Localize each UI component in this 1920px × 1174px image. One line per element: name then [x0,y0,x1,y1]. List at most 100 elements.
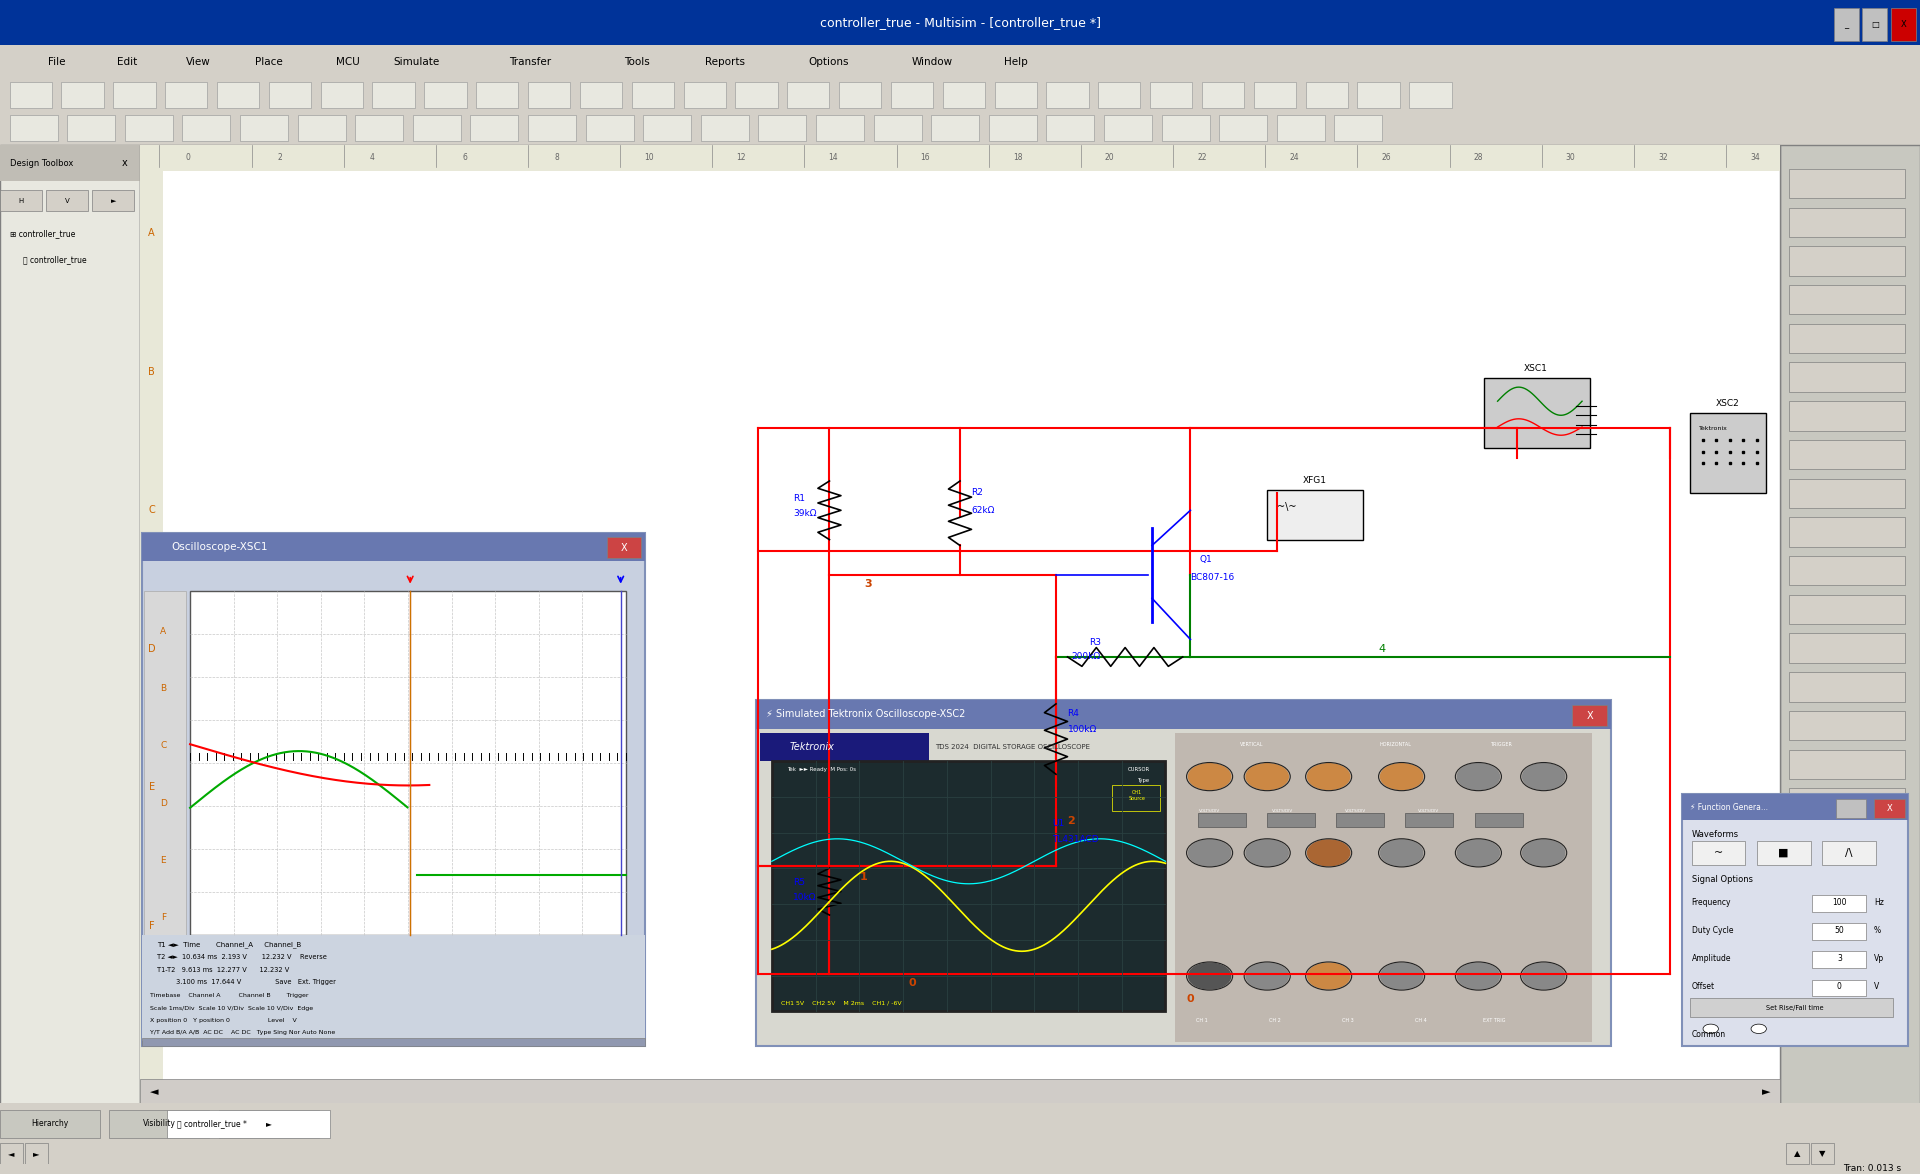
FancyBboxPatch shape [1572,706,1607,727]
FancyBboxPatch shape [1475,812,1523,826]
Text: File: File [48,56,65,67]
FancyBboxPatch shape [67,115,115,141]
FancyBboxPatch shape [142,935,645,1040]
Circle shape [1751,1024,1766,1033]
FancyBboxPatch shape [109,1109,209,1138]
FancyBboxPatch shape [1334,115,1382,141]
Text: Scale 1ms/Div  Scale 10 V/Div  Scale 10 V/Div  Edge: Scale 1ms/Div Scale 10 V/Div Scale 10 V/… [150,1006,313,1011]
Text: 10kΩ: 10kΩ [793,893,816,902]
FancyBboxPatch shape [321,82,363,108]
FancyBboxPatch shape [1046,82,1089,108]
FancyBboxPatch shape [1682,794,1908,819]
Circle shape [1457,963,1500,989]
Text: ▼: ▼ [1818,1148,1826,1158]
FancyBboxPatch shape [1789,595,1905,625]
Text: X position 0   Y position 0                   Level    V: X position 0 Y position 0 Level V [150,1018,296,1023]
Text: 0: 0 [908,978,916,989]
FancyBboxPatch shape [0,1109,100,1138]
Text: Tran: 0.013 s: Tran: 0.013 s [1843,1163,1901,1173]
FancyBboxPatch shape [0,190,42,211]
FancyBboxPatch shape [1780,146,1920,1105]
FancyBboxPatch shape [1175,734,1592,1041]
FancyBboxPatch shape [1789,363,1905,392]
FancyBboxPatch shape [142,1038,645,1046]
FancyBboxPatch shape [1789,208,1905,237]
FancyBboxPatch shape [772,762,1165,1011]
FancyBboxPatch shape [1789,673,1905,702]
Text: Tektronix: Tektronix [789,742,833,753]
Text: 50: 50 [1834,926,1845,935]
Text: 10: 10 [643,153,655,162]
FancyBboxPatch shape [1786,1142,1809,1163]
Text: ■: ■ [1778,848,1789,858]
FancyBboxPatch shape [1789,981,1905,1011]
Text: CH 2: CH 2 [1269,1018,1281,1023]
Text: T1 ◄►  Time       Channel_A     Channel_B: T1 ◄► Time Channel_A Channel_B [157,942,301,947]
Circle shape [1246,764,1288,789]
Text: ▲: ▲ [1793,1148,1801,1158]
FancyBboxPatch shape [424,82,467,108]
FancyBboxPatch shape [1484,378,1590,448]
FancyBboxPatch shape [1098,82,1140,108]
FancyBboxPatch shape [1789,788,1905,817]
Circle shape [1457,764,1500,789]
Text: Hz: Hz [1874,898,1884,906]
FancyBboxPatch shape [165,82,207,108]
Circle shape [1246,839,1288,865]
FancyBboxPatch shape [891,82,933,108]
Text: Set Rise/Fall time: Set Rise/Fall time [1766,1005,1824,1011]
FancyBboxPatch shape [0,77,1920,110]
Text: Offset: Offset [1692,983,1715,991]
FancyBboxPatch shape [1789,169,1905,198]
Text: D: D [159,798,167,808]
Text: Duty Cycle: Duty Cycle [1692,926,1734,935]
FancyBboxPatch shape [1690,998,1893,1017]
FancyBboxPatch shape [607,538,641,559]
FancyBboxPatch shape [46,190,88,211]
Text: F: F [150,920,154,931]
Text: X: X [1586,710,1594,721]
Text: 3: 3 [1837,954,1841,963]
Circle shape [1457,839,1500,865]
FancyBboxPatch shape [684,82,726,108]
FancyBboxPatch shape [760,734,929,762]
Text: 1: 1 [860,872,868,883]
Text: Simulate: Simulate [394,56,440,67]
FancyBboxPatch shape [113,82,156,108]
FancyBboxPatch shape [61,82,104,108]
FancyBboxPatch shape [0,146,140,181]
Text: CH1 5V    CH2 5V    M 2ms    CH1 / -6V: CH1 5V CH2 5V M 2ms CH1 / -6V [781,1000,902,1005]
Text: 20: 20 [1104,153,1116,162]
FancyBboxPatch shape [1789,865,1905,895]
Text: H: H [19,197,23,203]
FancyBboxPatch shape [1874,798,1905,817]
FancyBboxPatch shape [298,115,346,141]
FancyBboxPatch shape [1812,979,1866,996]
Text: CH 4: CH 4 [1415,1018,1427,1023]
Text: ⚡ Simulated Tektronix Oscilloscope-XSC2: ⚡ Simulated Tektronix Oscilloscope-XSC2 [766,709,966,720]
FancyBboxPatch shape [1789,943,1905,972]
Text: VERTICAL: VERTICAL [1240,742,1263,748]
FancyBboxPatch shape [0,0,1920,45]
Text: Edit: Edit [117,56,138,67]
FancyBboxPatch shape [140,146,1780,1105]
FancyBboxPatch shape [1789,247,1905,276]
Text: C: C [159,742,167,750]
Text: ⊞ controller_true: ⊞ controller_true [10,229,75,238]
FancyBboxPatch shape [1692,841,1745,864]
FancyBboxPatch shape [1198,812,1246,826]
Text: View: View [186,56,211,67]
FancyBboxPatch shape [355,115,403,141]
Text: HORIZONTAL: HORIZONTAL [1380,742,1411,748]
FancyBboxPatch shape [1202,82,1244,108]
FancyBboxPatch shape [1306,82,1348,108]
Text: 30: 30 [1565,153,1576,162]
Text: X: X [1887,804,1891,812]
Text: CURSOR: CURSOR [1127,767,1150,772]
FancyBboxPatch shape [1789,324,1905,353]
FancyBboxPatch shape [217,82,259,108]
FancyBboxPatch shape [0,45,1920,77]
FancyBboxPatch shape [1789,711,1905,741]
Text: Q1: Q1 [1200,555,1213,564]
FancyBboxPatch shape [140,171,163,1105]
